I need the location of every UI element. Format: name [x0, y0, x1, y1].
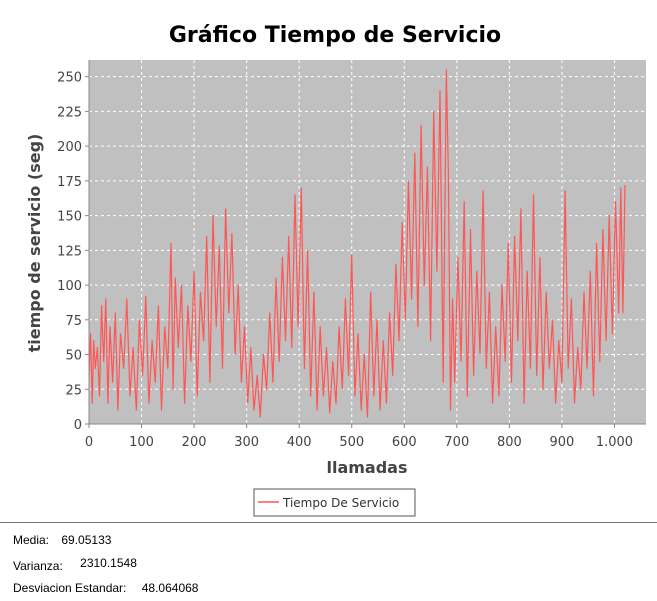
y-tick-label: 200	[57, 140, 82, 155]
x-tick-label: 500	[339, 435, 364, 450]
legend-label: Tiempo De Servicio	[282, 496, 399, 510]
media-row: Media: 69.05133	[13, 533, 111, 547]
varianza-row: Varianza: 2310.1548	[13, 556, 137, 573]
series-layer	[88, 69, 626, 418]
desviacion-value: 48.064068	[141, 581, 199, 595]
x-tick-label: 1.000	[596, 435, 633, 450]
y-tick-label: 125	[57, 244, 82, 259]
y-tick-label: 0	[74, 418, 82, 433]
y-tick-label: 250	[57, 71, 82, 86]
legend: Tiempo De Servicio	[253, 488, 416, 517]
series-line	[88, 69, 626, 418]
y-tick-label: 75	[65, 314, 82, 329]
media-value: 69.05133	[61, 533, 112, 547]
plot-area	[89, 60, 646, 424]
x-tick-label: 800	[497, 435, 522, 450]
desviacion-row: Desviacion Estandar: 48.064068	[13, 581, 198, 595]
y-tick-label: 100	[57, 279, 82, 294]
chart: Gráfico Tiempo de Servicio 0 25 50 75 100 125…	[25, 23, 646, 517]
x-axis-label: llamadas	[326, 458, 407, 477]
x-tick-label: 400	[287, 435, 312, 450]
x-tick-label: 200	[182, 435, 207, 450]
x-tick-label: 700	[444, 435, 469, 450]
chart-title: Gráfico Tiempo de Servicio	[169, 23, 501, 48]
y-tick-label: 50	[65, 349, 82, 364]
y-tick-label: 25	[65, 383, 82, 398]
x-tick-label: 100	[129, 435, 154, 450]
desviacion-label: Desviacion Estandar:	[13, 581, 127, 595]
media-label: Media:	[13, 533, 50, 547]
y-tick-label: 175	[57, 175, 82, 190]
x-tick-label: 600	[392, 435, 417, 450]
divider	[0, 522, 657, 523]
varianza-value: 2310.1548	[80, 556, 137, 570]
x-tick-label: 0	[85, 435, 93, 450]
varianza-label: Varianza:	[13, 559, 63, 573]
x-tick-label: 900	[550, 435, 575, 450]
legend-box	[253, 488, 416, 517]
statistics-panel: Media: 69.05133 Varianza: 2310.1548 Desv…	[0, 522, 657, 601]
y-tick-label: 225	[57, 105, 82, 120]
y-axis-label: tiempo de servicio (seg)	[25, 134, 44, 353]
x-tick-label: 300	[234, 435, 259, 450]
y-tick-label: 150	[57, 210, 82, 225]
axes: 0 25 50 75 100 125 150 175 200 225 250 0 100 200 300 40…	[57, 60, 646, 450]
